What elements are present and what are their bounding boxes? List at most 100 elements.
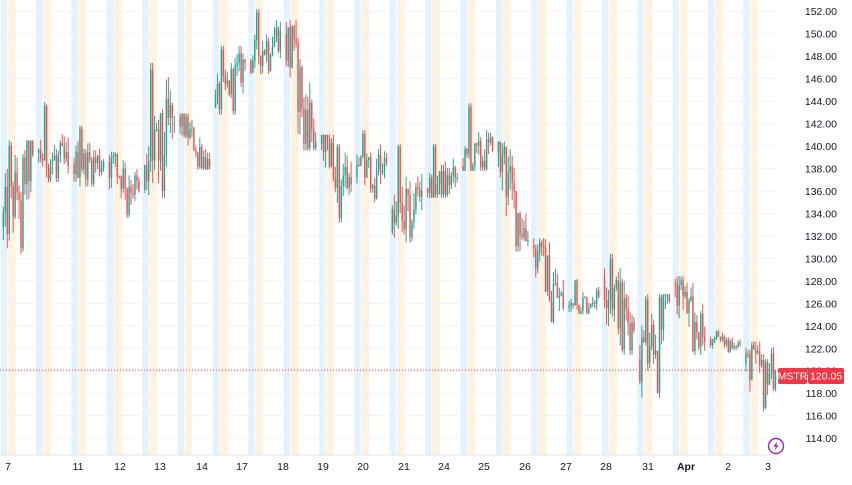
- afterhours-band: [142, 0, 149, 455]
- candle-body: [267, 40, 270, 71]
- y-tick-label: 138.00: [805, 164, 837, 176]
- y-tick-label: 134.00: [805, 208, 837, 220]
- candle-body: [733, 346, 735, 348]
- candle-body: [464, 148, 466, 171]
- candle-body: [432, 146, 435, 198]
- candle-body: [100, 167, 103, 172]
- candle-body: [375, 169, 378, 199]
- y-tick-label: 122.00: [805, 343, 837, 355]
- candle-body: [462, 166, 464, 171]
- candle-body: [499, 141, 502, 172]
- candle-body: [22, 157, 24, 249]
- candle-body: [503, 147, 506, 155]
- candle-body: [764, 362, 767, 408]
- afterhours-band: [460, 0, 467, 455]
- candle-body: [326, 134, 329, 140]
- afterhours-band: [531, 0, 538, 455]
- candle-body: [289, 27, 291, 68]
- candle-body: [609, 258, 612, 301]
- candle-body: [646, 299, 649, 364]
- symbol-label: MSTR: [778, 371, 808, 383]
- candle-body: [303, 108, 305, 145]
- candle-body: [639, 359, 641, 383]
- candle-body: [666, 294, 669, 296]
- y-tick-label: 124.00: [805, 321, 837, 333]
- candle-body: [120, 176, 122, 189]
- candle-body: [762, 359, 765, 408]
- candle-body: [409, 195, 411, 238]
- candle-body: [721, 336, 724, 340]
- y-tick-label: 114.00: [806, 433, 837, 445]
- candle-body: [662, 294, 665, 330]
- candle-body: [305, 109, 307, 145]
- candle-body: [193, 128, 195, 151]
- afterhours-band: [177, 0, 184, 455]
- candle-body: [450, 175, 453, 185]
- candle-body: [501, 154, 504, 172]
- candle-body: [540, 242, 543, 247]
- afterhours-band: [318, 0, 326, 455]
- candle-body: [216, 83, 219, 95]
- candle-body: [605, 299, 608, 309]
- candle-body: [735, 346, 737, 348]
- candle-body: [41, 158, 44, 161]
- premarket-band: [219, 0, 228, 455]
- candle-body: [24, 157, 26, 185]
- candle-body: [641, 337, 643, 383]
- candle-body: [686, 291, 688, 314]
- candle-body: [124, 168, 126, 189]
- candle-body: [87, 152, 89, 180]
- x-tick-label: 24: [438, 461, 450, 473]
- candle-body: [444, 171, 447, 196]
- candle-body: [85, 153, 87, 180]
- candle-body: [49, 162, 52, 180]
- candle-body: [263, 50, 266, 55]
- x-axis[interactable]: 7 11 12 13 14 17 18 19 20 21 24 25 26 27 28 31 Apr 2 3: [5, 461, 771, 473]
- candle-body: [165, 98, 168, 155]
- candle-body: [430, 177, 433, 198]
- candle-body: [509, 166, 511, 173]
- candle-body: [480, 141, 482, 168]
- candle-body: [711, 340, 714, 345]
- candle-body: [489, 137, 492, 143]
- candle-body: [358, 164, 360, 166]
- candle-body: [256, 12, 258, 40]
- candle-body: [668, 294, 671, 302]
- candle-body: [381, 171, 384, 173]
- candle-body: [183, 113, 185, 136]
- candle-body: [208, 158, 211, 167]
- candle-body: [383, 157, 386, 172]
- candle-body: [10, 146, 12, 187]
- candle-body: [391, 209, 394, 232]
- candle-body: [413, 209, 415, 223]
- y-tick-label: 132.00: [805, 231, 837, 243]
- candle-body: [688, 301, 690, 314]
- candle-body: [293, 26, 295, 39]
- x-tick-label: 2: [725, 461, 731, 473]
- candle-body: [546, 256, 549, 292]
- candle-body: [470, 106, 472, 171]
- lightning-icon[interactable]: [767, 437, 785, 455]
- candle-body: [405, 188, 407, 230]
- candle-body: [627, 308, 629, 323]
- candle-body: [485, 139, 488, 169]
- candle-body: [729, 341, 732, 352]
- candle-body: [554, 282, 557, 285]
- candle-body: [550, 301, 553, 322]
- candle-body: [218, 83, 221, 110]
- candle-body: [731, 341, 733, 348]
- y-tick-label: 116.00: [806, 411, 837, 423]
- candle-body: [411, 222, 413, 238]
- candle-body: [112, 156, 115, 158]
- afterhours-band: [425, 0, 432, 455]
- candle-body: [138, 180, 140, 191]
- afterhours-band: [637, 0, 644, 455]
- candle-body: [621, 282, 623, 350]
- candle-body: [360, 157, 362, 166]
- candle-body: [344, 167, 346, 176]
- candle-body: [560, 292, 563, 296]
- candle-body: [57, 154, 60, 179]
- candle-body: [37, 149, 40, 153]
